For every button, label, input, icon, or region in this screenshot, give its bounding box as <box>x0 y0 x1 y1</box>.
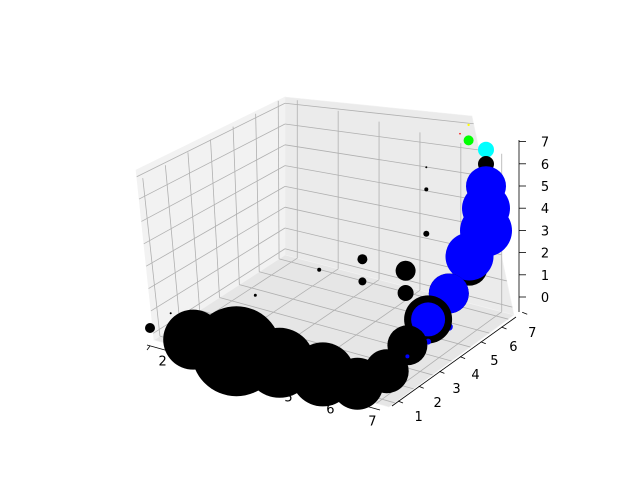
z-gridline-left <box>138 123 286 200</box>
x-tick-label: 7 <box>368 414 376 429</box>
x-tick-label: 4 <box>242 379 250 394</box>
z-gridline-back <box>284 186 496 229</box>
y-tick-mark <box>397 400 404 404</box>
data-point <box>478 141 494 158</box>
data-point <box>357 254 368 265</box>
z-tick-label: 0 <box>541 291 549 306</box>
z-gridline-back <box>284 123 480 151</box>
data-point <box>424 187 429 192</box>
y-tick-mark <box>439 371 445 374</box>
z-tick-label: 1 <box>541 269 549 284</box>
data-point <box>405 354 410 359</box>
y-tick-label: 3 <box>452 382 460 397</box>
y-tick-label: 5 <box>490 354 498 369</box>
y-tick-mark <box>459 356 466 359</box>
z-gridline-left <box>143 165 286 245</box>
data-point <box>397 285 414 301</box>
y-tick-label: 6 <box>509 340 517 355</box>
y-tick-mark <box>522 311 528 315</box>
data-point <box>317 267 322 272</box>
x-tick-label: 3 <box>200 367 208 382</box>
data-point <box>253 293 257 297</box>
y-gridline-wall <box>142 178 161 337</box>
x-tick-label: 2 <box>158 355 166 370</box>
z-tick-label: 2 <box>541 247 549 262</box>
y-tick-mark <box>418 385 424 389</box>
data-point <box>411 302 446 337</box>
y-tick-label: 4 <box>471 368 479 383</box>
y-gridline-wall <box>255 113 260 272</box>
z-gridline-left <box>150 227 286 312</box>
z-gridline-left <box>148 206 286 289</box>
data-point <box>358 277 367 286</box>
data-point <box>459 132 461 135</box>
z-gridline-back <box>284 102 474 125</box>
y-gridline-wall <box>187 152 201 311</box>
y-tick-label: 7 <box>528 326 536 341</box>
y-tick-mark <box>501 326 507 330</box>
data-point <box>169 312 172 315</box>
y-gridline-wall <box>232 126 240 285</box>
y-tick-label: 2 <box>433 396 441 411</box>
data-point <box>466 166 506 207</box>
y-tick-mark <box>480 341 486 345</box>
z-gridline-back <box>284 165 491 203</box>
data-point <box>395 260 416 281</box>
z-tick-label: 5 <box>541 180 549 195</box>
y-axis-line <box>391 316 517 407</box>
data-points <box>145 123 512 410</box>
z-tick-label: 7 <box>541 136 549 151</box>
data-point <box>163 309 224 370</box>
y-gridline-wall <box>164 165 181 324</box>
data-point <box>467 123 470 127</box>
x-tick-mark <box>146 345 151 351</box>
z-gridline-back <box>284 144 485 177</box>
data-point <box>423 230 430 237</box>
x-tick-label: 6 <box>326 402 334 417</box>
data-point <box>425 166 428 169</box>
z-gridline-left <box>136 102 286 178</box>
y-tick-label: 1 <box>415 410 423 425</box>
z-tick-label: 3 <box>541 224 549 239</box>
z-gridline-left <box>141 144 286 222</box>
z-gridline-left <box>145 186 286 267</box>
y-gridline-wall <box>210 139 220 298</box>
z-tick-label: 6 <box>541 158 549 173</box>
y-gridline-floor <box>278 258 509 320</box>
data-point <box>145 323 155 333</box>
z-tick-label: 4 <box>541 202 549 217</box>
data-point <box>445 232 494 281</box>
data-point <box>463 135 474 146</box>
x-tick-label: 5 <box>284 390 292 405</box>
